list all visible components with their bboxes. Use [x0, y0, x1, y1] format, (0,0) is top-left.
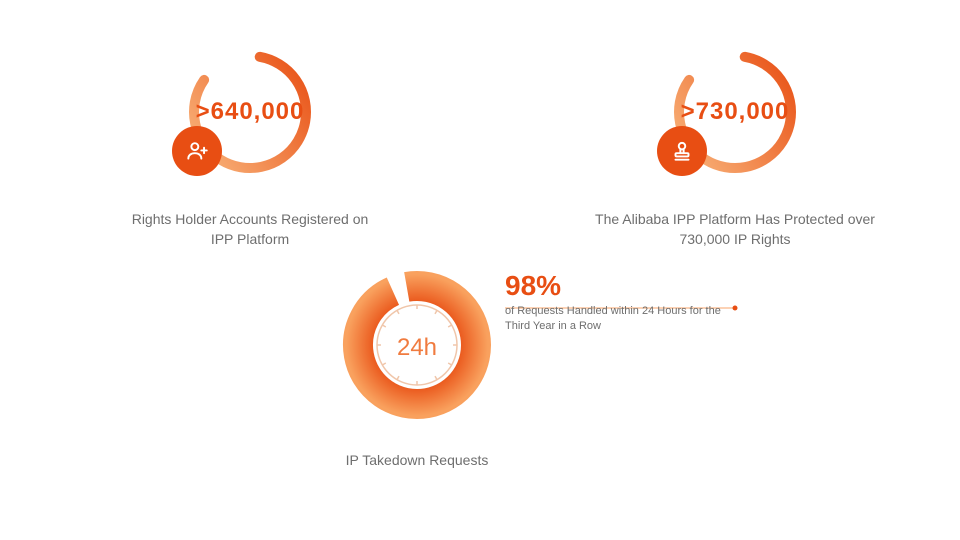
- person-add-icon: [184, 138, 210, 164]
- donut-caption: IP Takedown Requests: [335, 452, 499, 468]
- ring-wrap-left: >640,000: [180, 42, 320, 182]
- callout-98pct: 98% of Requests Handled within 24 Hours …: [505, 270, 745, 335]
- stamp-icon: [669, 138, 695, 164]
- stat-rights-holders: >640,000 Rights Holder Accounts Register…: [120, 42, 380, 250]
- callout-pct: 98%: [505, 270, 745, 302]
- donut-center-label: 24h: [397, 334, 437, 362]
- stat-takedowns: 24h IP Takedown Requests: [335, 263, 499, 468]
- stat-ip-rights: >730,000 The Alibaba IPP Platform Has Pr…: [595, 42, 875, 250]
- donut-wrap: 24h: [335, 263, 499, 432]
- ring-wrap-right: >730,000: [665, 42, 805, 182]
- icon-badge-left: [172, 126, 222, 176]
- icon-badge-right: [657, 126, 707, 176]
- stat-value-left: >640,000: [196, 98, 305, 126]
- stat-value-right: >730,000: [681, 98, 790, 126]
- callout-sub: of Requests Handled within 24 Hours for …: [505, 304, 745, 335]
- stat-caption-left: Rights Holder Accounts Registered on IPP…: [120, 209, 380, 250]
- stat-caption-right: The Alibaba IPP Platform Has Protected o…: [595, 209, 875, 250]
